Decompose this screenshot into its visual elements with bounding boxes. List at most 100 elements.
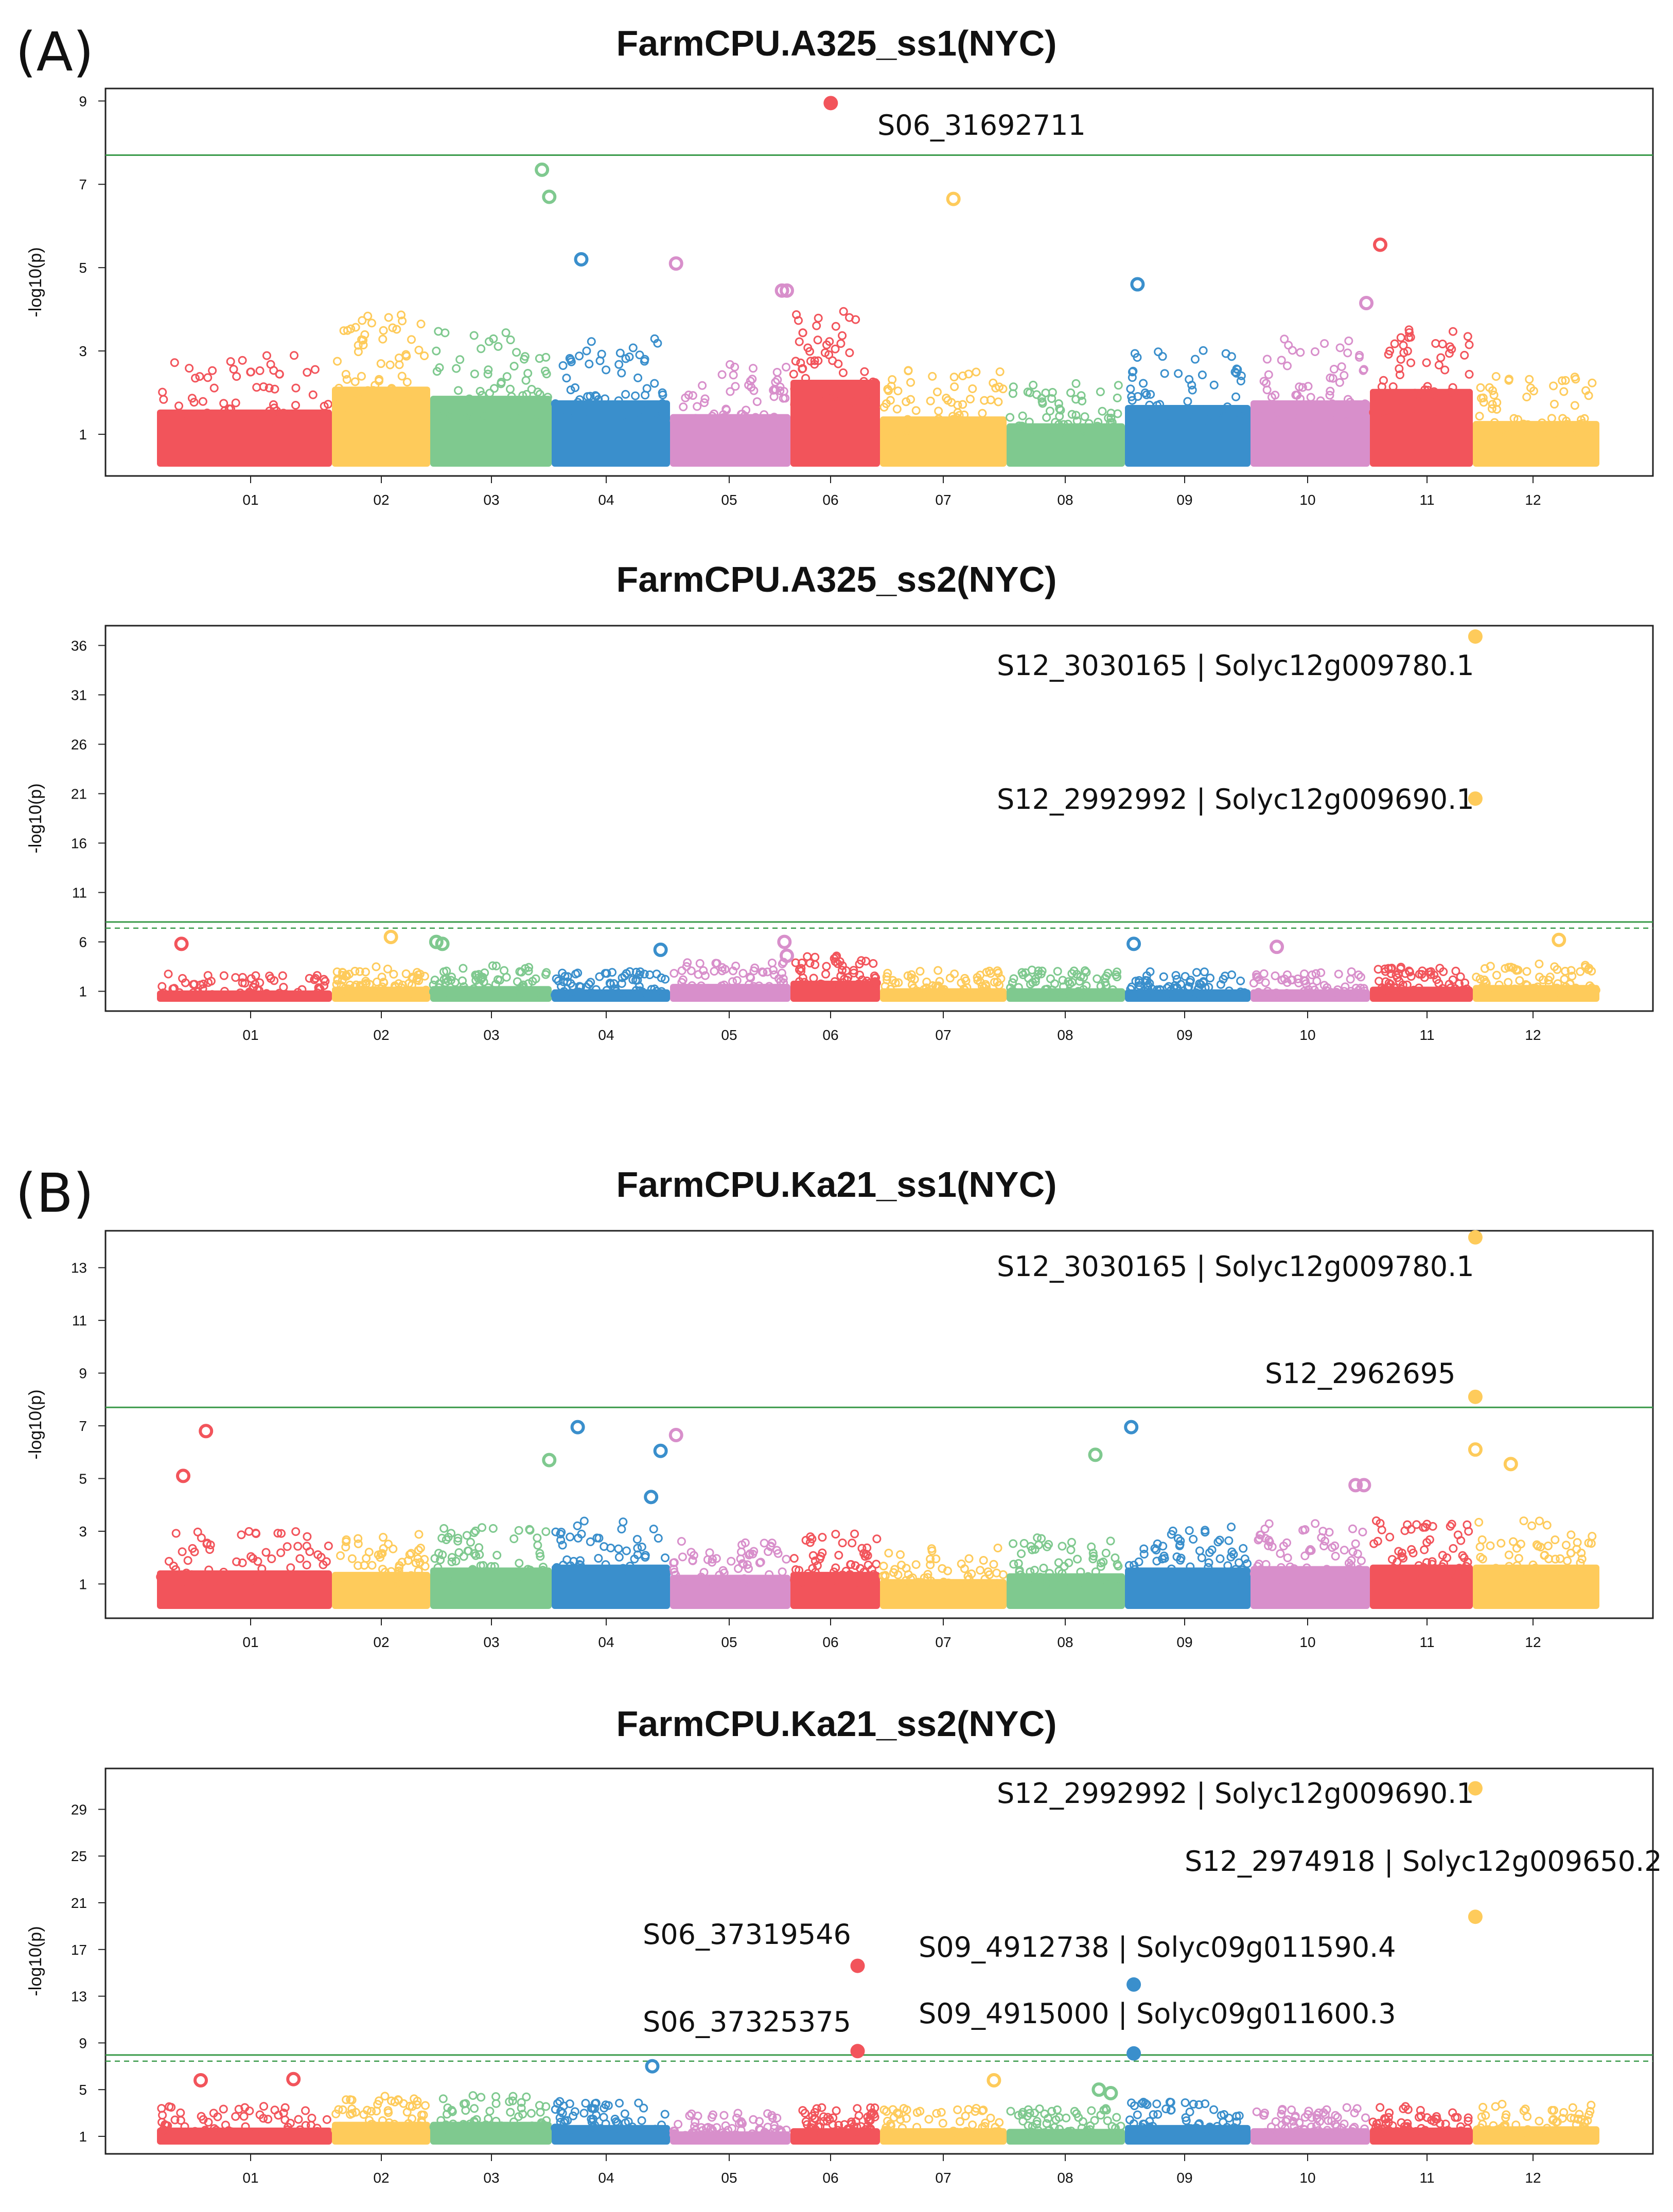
snp-point — [1442, 1553, 1452, 1563]
snp-point — [825, 337, 834, 346]
snp-point — [438, 1550, 447, 1560]
snp-point — [436, 1555, 445, 1565]
snp-point — [1337, 989, 1346, 999]
snp-point — [1374, 1574, 1383, 1584]
snp-point — [703, 984, 713, 993]
snp-point — [1343, 348, 1352, 358]
snp-point — [410, 1572, 419, 1581]
snp-point — [1252, 972, 1261, 982]
snp-point — [1451, 984, 1460, 993]
snp-point — [378, 334, 388, 344]
snp-point — [831, 1563, 840, 1572]
snp-point — [1040, 2128, 1049, 2137]
snp-point — [613, 2118, 622, 2128]
snp-point — [232, 1557, 241, 1566]
snp-point — [1484, 431, 1493, 440]
snp-point — [955, 990, 964, 999]
snp-point — [1566, 1530, 1576, 1539]
snp-point — [1359, 365, 1368, 374]
snp-point — [398, 316, 407, 326]
snp-point — [1456, 2122, 1465, 2131]
snp-point — [1325, 1528, 1334, 1537]
snp-point — [860, 393, 870, 402]
snp-point — [382, 2121, 392, 2130]
snp-point — [928, 423, 937, 433]
y-tick-label: 26 — [71, 736, 87, 752]
snp-point — [1028, 1574, 1037, 1584]
snp-point — [1420, 973, 1429, 982]
snp-point — [621, 390, 630, 399]
snp-point — [1529, 386, 1538, 396]
snp-point — [372, 2107, 381, 2116]
snp-point — [291, 401, 300, 410]
snp-point — [736, 1547, 746, 1556]
snp-point — [373, 977, 382, 986]
snp-point — [558, 1561, 568, 1570]
snp-point — [538, 1563, 548, 1572]
panel-letter-b: (B) — [15, 1162, 94, 1225]
snp-point — [502, 372, 512, 381]
snp-point — [1260, 1524, 1270, 1533]
snp-point — [1106, 418, 1115, 427]
snp-point — [178, 974, 187, 983]
snp-point — [1091, 2082, 1106, 2097]
snp-point — [1044, 2114, 1053, 2123]
snp-point — [986, 395, 995, 404]
snp-point — [1078, 1578, 1087, 1587]
snp-point — [669, 2126, 678, 2135]
snp-point — [338, 2105, 347, 2114]
snp-point — [342, 970, 351, 980]
snp-point — [553, 1574, 562, 1584]
snp-point — [520, 988, 530, 998]
snp-point — [1277, 976, 1287, 985]
snp-point — [1437, 391, 1447, 400]
snp-point — [1252, 2107, 1261, 2116]
snp-point — [607, 1573, 617, 1582]
y-tick-label: 5 — [79, 2082, 87, 2098]
snp-point — [586, 403, 595, 413]
snp-point — [1551, 1535, 1560, 1545]
snp-point — [1353, 1549, 1362, 1559]
snp-point — [779, 283, 794, 298]
snp-point — [614, 396, 623, 405]
snp-point — [291, 1527, 301, 1536]
snp-point — [640, 355, 649, 364]
snp-point — [805, 1538, 815, 1547]
snp-point — [476, 975, 485, 984]
snp-point — [1215, 1535, 1224, 1545]
snp-point — [1032, 2117, 1042, 2126]
snp-point — [601, 394, 610, 403]
snp-point — [1457, 394, 1467, 403]
snp-point — [630, 1554, 639, 1564]
snp-point — [360, 1561, 369, 1570]
snp-point — [653, 942, 668, 957]
snp-point — [469, 984, 479, 993]
significant-snp-point — [1468, 1781, 1483, 1796]
snp-point — [1264, 1541, 1273, 1550]
snp-point — [219, 971, 228, 980]
snp-point — [1385, 1532, 1395, 1542]
snp-point — [508, 2096, 517, 2105]
snp-point — [710, 1580, 719, 1589]
snp-point — [1197, 1553, 1206, 1563]
snp-point — [333, 975, 342, 984]
snp-point — [799, 1578, 808, 1587]
snp-point — [382, 1580, 391, 1589]
snp-point — [570, 1420, 585, 1435]
snp-point — [938, 2119, 947, 2128]
snp-point — [1276, 1549, 1285, 1558]
snp-point — [778, 1575, 787, 1584]
snp-point — [703, 1555, 712, 1564]
snp-point — [1043, 1542, 1052, 1551]
snp-point — [1481, 2111, 1490, 2120]
snp-point — [1153, 1574, 1163, 1584]
x-tick-label-chr05: 05 — [721, 1634, 737, 1650]
snp-point — [679, 402, 688, 412]
snp-point — [270, 384, 279, 394]
snp-point — [726, 387, 735, 396]
snp-point — [1445, 342, 1454, 351]
snp-point — [903, 415, 912, 424]
snp-point — [395, 360, 404, 369]
snp-point — [236, 988, 245, 998]
snp-point — [734, 1564, 743, 1573]
